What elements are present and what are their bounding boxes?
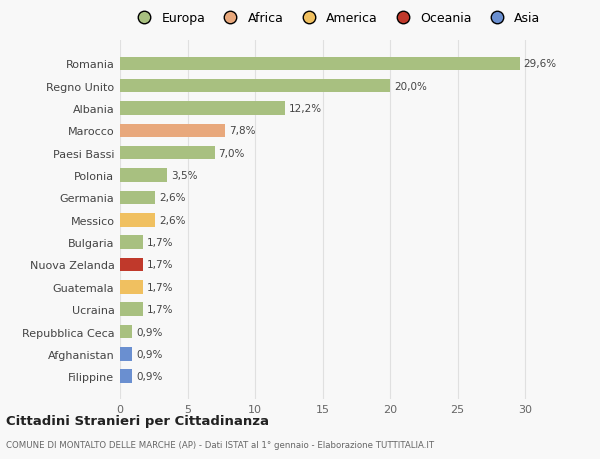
Text: 1,7%: 1,7% — [147, 260, 173, 270]
Text: 12,2%: 12,2% — [289, 104, 322, 114]
Bar — [120, 57, 520, 71]
Bar — [120, 191, 155, 205]
Text: 1,7%: 1,7% — [147, 304, 173, 314]
Text: 2,6%: 2,6% — [159, 193, 185, 203]
Text: 29,6%: 29,6% — [524, 59, 557, 69]
Bar — [120, 280, 143, 294]
Bar — [120, 347, 132, 361]
Text: 20,0%: 20,0% — [394, 82, 427, 91]
Bar — [120, 369, 132, 383]
Text: 7,8%: 7,8% — [229, 126, 256, 136]
Bar — [120, 124, 226, 138]
Bar — [120, 102, 285, 116]
Text: 3,5%: 3,5% — [172, 171, 198, 181]
Bar — [120, 258, 143, 272]
Bar — [120, 80, 390, 93]
Text: 0,9%: 0,9% — [136, 349, 163, 359]
Legend: Europa, Africa, America, Oceania, Asia: Europa, Africa, America, Oceania, Asia — [129, 10, 543, 28]
Bar — [120, 303, 143, 316]
Bar — [120, 325, 132, 338]
Bar — [120, 169, 167, 182]
Bar — [120, 213, 155, 227]
Bar — [120, 236, 143, 249]
Bar — [120, 147, 215, 160]
Text: 1,7%: 1,7% — [147, 282, 173, 292]
Text: 2,6%: 2,6% — [159, 215, 185, 225]
Text: 1,7%: 1,7% — [147, 238, 173, 247]
Text: 0,9%: 0,9% — [136, 371, 163, 381]
Text: Cittadini Stranieri per Cittadinanza: Cittadini Stranieri per Cittadinanza — [6, 414, 269, 428]
Text: 0,9%: 0,9% — [136, 327, 163, 337]
Text: COMUNE DI MONTALTO DELLE MARCHE (AP) - Dati ISTAT al 1° gennaio - Elaborazione T: COMUNE DI MONTALTO DELLE MARCHE (AP) - D… — [6, 441, 434, 449]
Text: 7,0%: 7,0% — [218, 148, 245, 158]
